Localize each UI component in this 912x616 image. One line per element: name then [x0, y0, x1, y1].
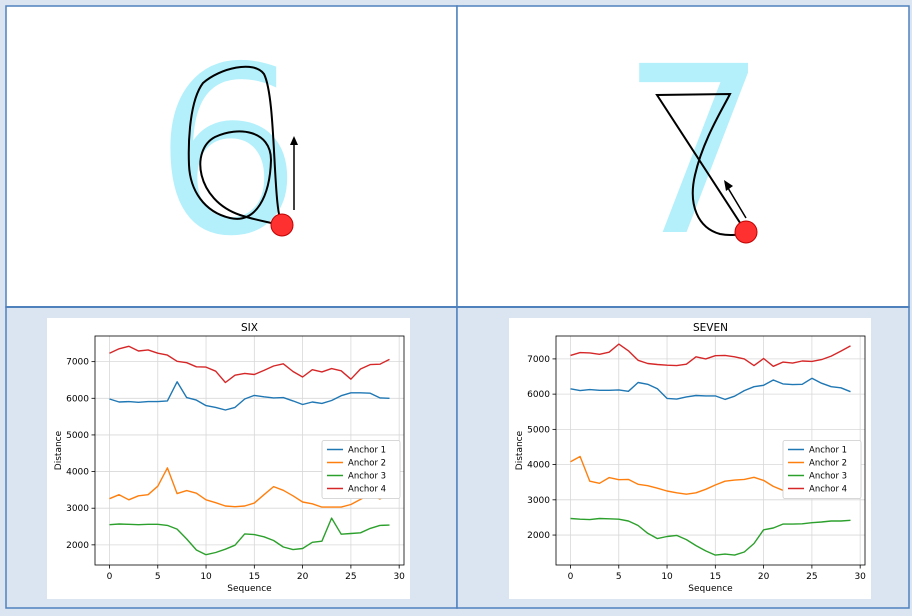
legend-label: Anchor 1: [348, 446, 386, 456]
y-tick-label: 7000: [66, 358, 89, 368]
digit-six-start-marker: [270, 213, 294, 237]
series-line-anchor-1: [570, 377, 851, 401]
y-tick-label: 7000: [527, 355, 550, 365]
digit-six-stroke: [187, 65, 284, 227]
legend-label: Anchor 2: [348, 459, 386, 469]
y-tick-label: 4000: [527, 461, 550, 471]
y-tick-label: 3000: [66, 504, 89, 514]
x-axis-label: Sequence: [688, 584, 733, 594]
legend-label: Anchor 1: [809, 446, 847, 456]
chart-title: SIX: [241, 322, 258, 334]
chart-legend: [782, 440, 862, 499]
x-tick-label: 30: [393, 572, 405, 582]
chart-axes-frame: [94, 335, 405, 566]
digit-panel-seven: [456, 5, 910, 308]
y-tick-label: 5000: [66, 431, 89, 441]
chart-six: 0 5 10 15 20 25 30 2000 3000 4000 5000 6000 7000 SIX S…: [47, 318, 410, 599]
digit-seven-stroke: [655, 92, 747, 237]
y-tick-label: 5000: [527, 425, 550, 435]
legend-label: Anchor 2: [809, 459, 847, 469]
series-line-anchor-3: [570, 517, 851, 556]
x-tick-label: 0: [568, 572, 574, 582]
x-tick-label: 20: [758, 572, 770, 582]
x-tick-label: 20: [297, 572, 309, 582]
series-line-anchor-4: [109, 345, 390, 384]
y-tick-label: 2000: [66, 541, 89, 551]
x-tick-label: 10: [661, 572, 673, 582]
digit-six-glyph: 6: [154, 17, 302, 287]
x-tick-label: 15: [249, 572, 260, 582]
y-tick-label: 6000: [66, 394, 89, 404]
y-axis-label: Distance: [515, 430, 525, 470]
chart-legend: [321, 440, 401, 499]
legend-label: Anchor 4: [809, 485, 847, 495]
x-axis-label: Sequence: [227, 584, 272, 594]
chart-axes-frame: [555, 335, 866, 566]
x-tick-label: 30: [854, 572, 866, 582]
digit-seven-group: 7: [620, 17, 768, 287]
digit-seven-arrowhead-icon: [724, 180, 733, 191]
chart-title: SEVEN: [693, 322, 728, 334]
x-tick-label: 10: [200, 572, 212, 582]
x-tick-label: 0: [107, 572, 113, 582]
x-tick-label: 15: [710, 572, 721, 582]
y-tick-label: 3000: [527, 496, 550, 506]
legend-label: Anchor 3: [348, 472, 386, 482]
legend-label: Anchor 4: [348, 485, 386, 495]
digit-six-group: 6: [154, 17, 302, 287]
digit-six-arrowhead-icon: [290, 136, 298, 145]
x-tick-label: 25: [345, 572, 356, 582]
x-tick-label: 25: [806, 572, 817, 582]
series-line-anchor-2: [109, 467, 390, 508]
series-line-anchor-3: [109, 517, 390, 556]
chart-seven: 0 5 10 15 20 25 30 2000 3000 4000 5000 6000 7000 SEVE…: [509, 318, 871, 599]
y-tick-label: 4000: [66, 468, 89, 478]
x-tick-label: 5: [155, 572, 161, 582]
y-tick-label: 6000: [527, 390, 550, 400]
y-tick-label: 2000: [527, 531, 550, 541]
series-line-anchor-1: [109, 381, 390, 411]
series-line-anchor-4: [570, 343, 851, 367]
digit-panel-six: [5, 5, 458, 308]
y-axis-label: Distance: [54, 430, 64, 470]
digit-seven-start-marker: [734, 220, 758, 244]
x-tick-label: 5: [616, 572, 622, 582]
digit-seven-direction-arrow: [727, 187, 747, 219]
legend-label: Anchor 3: [809, 472, 847, 482]
